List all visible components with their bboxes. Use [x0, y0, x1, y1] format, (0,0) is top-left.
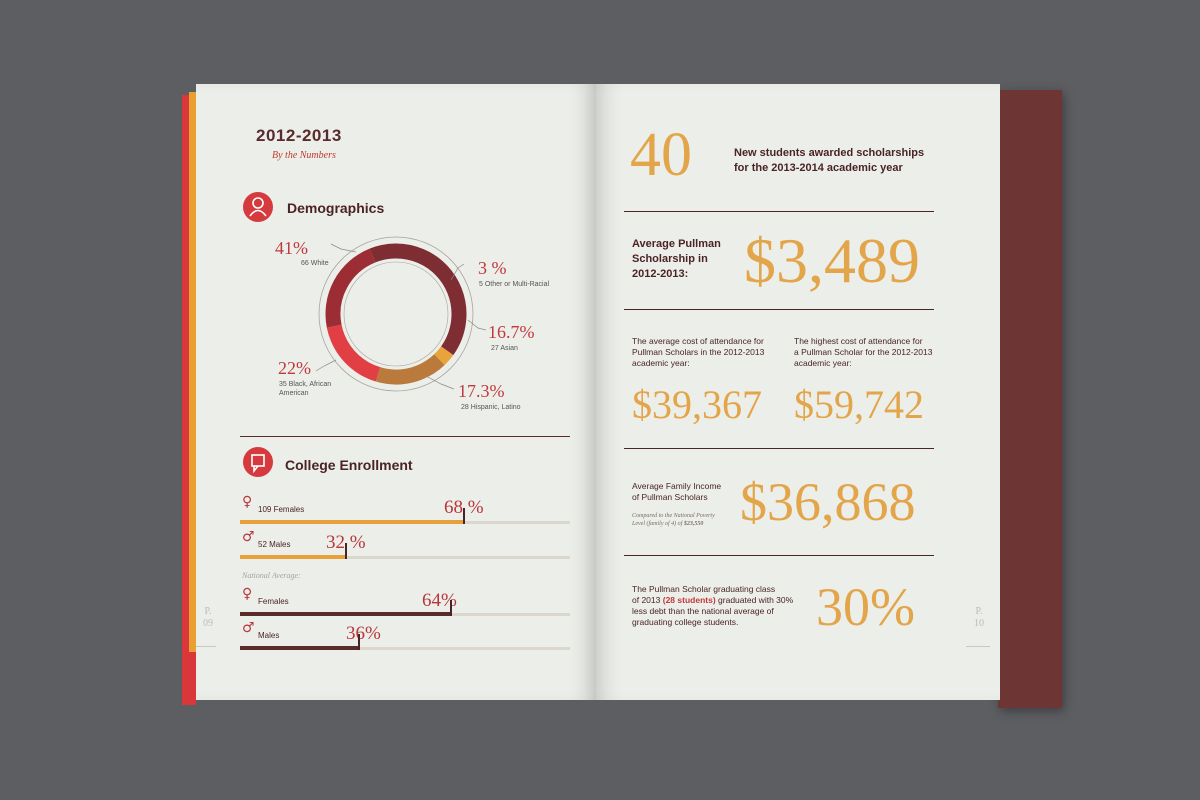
page-number-left: P. 09 [203, 606, 213, 629]
avg-scholarship-value: $3,489 [744, 225, 920, 296]
right-page: 40 New students awarded scholarships for… [596, 84, 1000, 700]
segment-pct-white: 41% [275, 238, 308, 258]
graduation-text: The Pullman Scholar graduating class of … [632, 584, 794, 627]
page-subheading: By the Numbers [272, 150, 336, 161]
family-income-label: Average Family Income of Pullman Scholar… [632, 481, 722, 502]
enrollment-female-label: 109 Females [258, 505, 305, 514]
donut-segment-black [325, 243, 467, 385]
enrollment-male-label: 52 Males [258, 540, 291, 549]
donut-segment-hispanic [325, 243, 467, 385]
segment-pct-hispanic: 17.3% [458, 381, 505, 401]
family-income-value: $36,868 [740, 472, 916, 532]
poverty-note: Compared to the National Poverty Level (… [632, 513, 715, 527]
graduation-value: 30% [816, 577, 915, 637]
demographics-title: Demographics [287, 200, 385, 216]
national-female-tick [450, 600, 453, 616]
bar-track [240, 556, 570, 559]
national-female-bar [240, 612, 452, 616]
leader-lines [315, 243, 487, 390]
left-page: 2012-2013 By the Numbers Demographics 41… [196, 84, 596, 700]
male-icon: ♂ [242, 620, 255, 636]
female-icon: ♀ [242, 494, 253, 510]
segment-pct-other: 3 % [478, 258, 507, 278]
segment-label-black: 35 Black, African American [279, 381, 332, 397]
national-female-label: Females [258, 597, 289, 606]
divider [624, 211, 934, 212]
enrollment-female-bar [240, 520, 465, 524]
page-number-rule [966, 646, 990, 647]
segment-label-white: 66 White [301, 260, 329, 267]
segment-pct-black: 22% [278, 358, 311, 378]
page-number-right: P. 10 [974, 606, 984, 629]
high-cost-value: $59,742 [794, 382, 924, 427]
segment-label-asian: 27 Asian [491, 345, 518, 352]
back-cover [998, 90, 1062, 708]
enrollment-female-tick [463, 508, 466, 524]
new-students-text: New students awarded scholarships for th… [734, 147, 925, 174]
demographics-donut-chart [318, 236, 474, 392]
segment-label-other: 5 Other or Multi-Racial [479, 281, 550, 288]
enrollment-title: College Enrollment [285, 457, 413, 473]
avg-cost-value: $39,367 [632, 382, 762, 427]
donut-segment-asian [325, 243, 467, 385]
national-female-pct: 64% [422, 590, 457, 611]
enrollment-female-pct: 68 % [444, 497, 484, 518]
segment-pct-asian: 16.7% [488, 322, 535, 342]
national-average-label: National Average: [242, 571, 301, 580]
divider [624, 555, 934, 556]
bar-track [240, 647, 570, 650]
section-divider [240, 436, 570, 437]
female-icon: ♀ [242, 586, 253, 602]
chat-icon [243, 447, 273, 477]
segment-label-hispanic: 28 Hispanic, Latino [461, 404, 521, 411]
page-heading: 2012-2013 [256, 126, 342, 145]
page-number-rule [196, 646, 216, 647]
new-students-number: 40 [630, 121, 692, 189]
enrollment-male-tick [344, 543, 347, 559]
enrollment-male-pct: 32 % [326, 532, 366, 553]
male-icon: ♂ [242, 529, 255, 545]
national-male-label: Males [258, 631, 280, 640]
person-icon [243, 192, 273, 222]
avg-scholarship-label: Average Pullman Scholarship in 2012-2013… [632, 238, 721, 280]
high-cost-label: The highest cost of attendance for a Pul… [794, 336, 933, 368]
divider [624, 309, 934, 310]
cover-edge-orange [189, 92, 199, 652]
enrollment-male-bar [240, 555, 346, 559]
national-male-pct: 36% [346, 623, 381, 644]
national-male-tick [357, 634, 360, 650]
divider [624, 448, 934, 449]
avg-cost-label: The average cost of attendance for Pullm… [632, 336, 765, 368]
national-male-bar [240, 646, 359, 650]
